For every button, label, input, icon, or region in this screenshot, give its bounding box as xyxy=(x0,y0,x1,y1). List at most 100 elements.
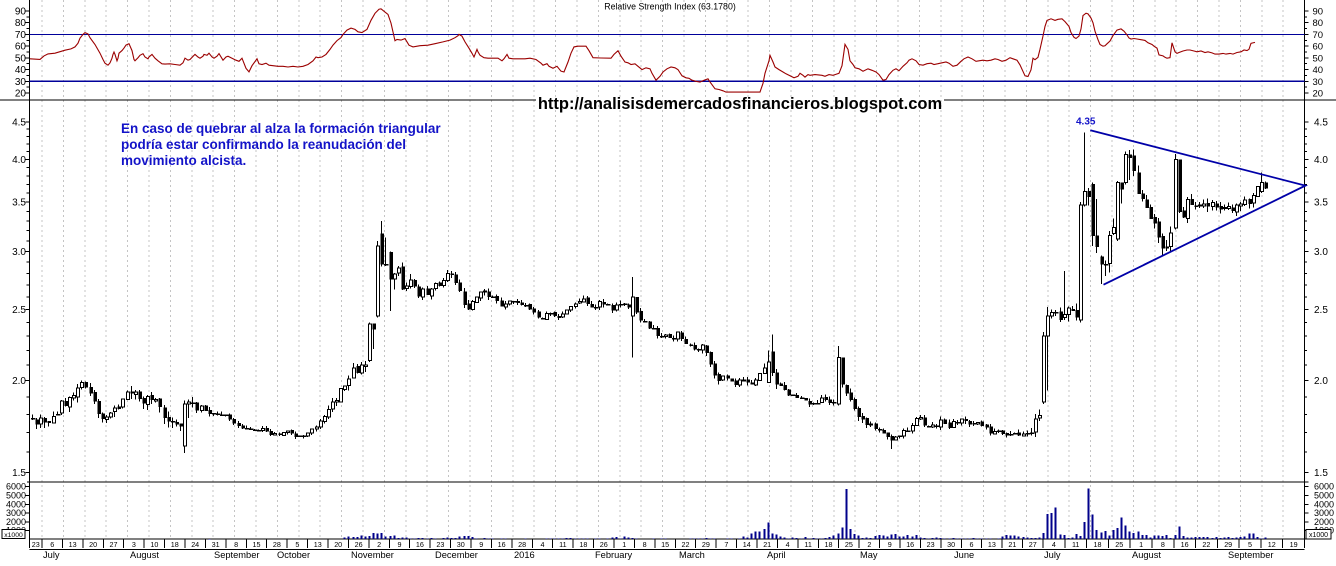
svg-text:13: 13 xyxy=(314,540,322,549)
svg-text:90: 90 xyxy=(15,6,27,17)
svg-text:December: December xyxy=(435,550,478,560)
svg-text:20: 20 xyxy=(1313,89,1324,100)
svg-text:22: 22 xyxy=(682,540,690,549)
svg-text:11: 11 xyxy=(1072,540,1079,549)
svg-text:1.5: 1.5 xyxy=(12,468,26,479)
svg-text:18: 18 xyxy=(579,540,587,549)
svg-text:31: 31 xyxy=(212,540,220,549)
svg-text:9: 9 xyxy=(479,540,483,549)
svg-text:June: June xyxy=(954,550,974,560)
svg-text:9: 9 xyxy=(398,540,402,549)
svg-text:27: 27 xyxy=(1029,540,1037,549)
svg-text:24: 24 xyxy=(191,540,199,549)
svg-text:2.0: 2.0 xyxy=(1314,376,1328,387)
svg-text:23: 23 xyxy=(32,540,40,549)
svg-text:1: 1 xyxy=(622,540,626,549)
svg-text:22: 22 xyxy=(1202,540,1210,549)
svg-text:16: 16 xyxy=(498,540,506,549)
svg-text:5: 5 xyxy=(295,540,299,549)
svg-text:60: 60 xyxy=(15,42,27,53)
svg-text:30: 30 xyxy=(947,540,955,549)
svg-text:4: 4 xyxy=(1052,540,1056,549)
svg-text:February: February xyxy=(595,550,633,560)
svg-text:28: 28 xyxy=(518,540,526,549)
svg-text:4000: 4000 xyxy=(6,499,26,509)
svg-text:x1000: x1000 xyxy=(1309,532,1328,539)
svg-text:27: 27 xyxy=(110,540,118,549)
svg-text:April: April xyxy=(767,550,786,560)
svg-text:2000: 2000 xyxy=(1314,517,1334,527)
svg-text:20: 20 xyxy=(334,540,342,549)
svg-text:60: 60 xyxy=(1313,42,1324,53)
svg-text:3.0: 3.0 xyxy=(12,247,26,258)
svg-text:40: 40 xyxy=(1313,65,1324,76)
svg-text:13: 13 xyxy=(69,540,77,549)
svg-text:4000: 4000 xyxy=(1314,499,1334,509)
svg-text:2.5: 2.5 xyxy=(1314,305,1328,316)
svg-text:September: September xyxy=(214,550,259,560)
svg-text:6: 6 xyxy=(970,540,974,549)
svg-text:4: 4 xyxy=(786,540,790,549)
svg-text:x1000: x1000 xyxy=(4,532,23,539)
svg-text:8: 8 xyxy=(1161,540,1165,549)
svg-text:4: 4 xyxy=(541,540,545,549)
svg-text:podría estar confirmando la re: podría estar confirmando la reanudación … xyxy=(121,137,406,152)
svg-text:1: 1 xyxy=(1139,540,1143,549)
svg-text:13: 13 xyxy=(988,540,996,549)
svg-text:20: 20 xyxy=(89,540,97,549)
svg-text:16: 16 xyxy=(1181,540,1189,549)
svg-text:September: September xyxy=(1228,550,1273,560)
svg-text:6000: 6000 xyxy=(6,482,26,492)
svg-text:30: 30 xyxy=(1313,77,1324,88)
svg-text:3000: 3000 xyxy=(6,508,26,518)
svg-text:6000: 6000 xyxy=(1314,482,1334,492)
svg-text:3.5: 3.5 xyxy=(12,198,26,209)
svg-text:Relative Strength Index (63.17: Relative Strength Index (63.1780) xyxy=(604,2,736,12)
svg-text:18: 18 xyxy=(1094,540,1102,549)
svg-text:30: 30 xyxy=(457,540,465,549)
svg-text:70: 70 xyxy=(15,30,27,41)
svg-text:19: 19 xyxy=(1290,540,1298,549)
svg-text:5000: 5000 xyxy=(1314,491,1334,501)
svg-text:July: July xyxy=(43,550,60,560)
svg-text:August: August xyxy=(1132,550,1161,560)
svg-text:2000: 2000 xyxy=(6,517,26,527)
svg-text:21: 21 xyxy=(1008,540,1016,549)
svg-text:http://analisisdemercadosfinan: http://analisisdemercadosfinancieros.blo… xyxy=(538,95,942,113)
svg-text:12: 12 xyxy=(1268,540,1276,549)
svg-text:August: August xyxy=(130,550,159,560)
svg-text:6: 6 xyxy=(50,540,54,549)
svg-text:October: October xyxy=(277,550,310,560)
svg-text:4.0: 4.0 xyxy=(1314,155,1328,166)
svg-text:11: 11 xyxy=(804,540,811,549)
svg-text:5000: 5000 xyxy=(6,491,26,501)
svg-text:movimiento alcista.: movimiento alcista. xyxy=(121,153,246,168)
svg-text:16: 16 xyxy=(416,540,424,549)
svg-text:July: July xyxy=(1044,550,1061,560)
svg-text:4.0: 4.0 xyxy=(12,155,26,166)
svg-text:70: 70 xyxy=(1313,30,1324,41)
svg-text:23: 23 xyxy=(927,540,935,549)
svg-text:18: 18 xyxy=(171,540,179,549)
svg-text:2: 2 xyxy=(377,540,381,549)
svg-text:11: 11 xyxy=(559,540,566,549)
svg-text:29: 29 xyxy=(702,540,710,549)
svg-text:8: 8 xyxy=(234,540,238,549)
svg-text:2.0: 2.0 xyxy=(12,376,26,387)
svg-text:2: 2 xyxy=(867,540,871,549)
svg-text:7: 7 xyxy=(724,540,728,549)
svg-text:21: 21 xyxy=(763,540,771,549)
svg-text:4.35: 4.35 xyxy=(1076,117,1096,128)
svg-text:28: 28 xyxy=(273,540,281,549)
svg-text:40: 40 xyxy=(15,65,27,76)
svg-text:16: 16 xyxy=(906,540,914,549)
svg-text:May: May xyxy=(860,550,878,560)
svg-text:26: 26 xyxy=(355,540,363,549)
svg-text:29: 29 xyxy=(1224,540,1232,549)
svg-text:4.5: 4.5 xyxy=(1314,117,1328,128)
svg-text:25: 25 xyxy=(1115,540,1123,549)
svg-text:25: 25 xyxy=(845,540,853,549)
svg-text:2.5: 2.5 xyxy=(12,305,26,316)
svg-text:3.5: 3.5 xyxy=(1314,198,1328,209)
svg-text:14: 14 xyxy=(743,540,751,549)
